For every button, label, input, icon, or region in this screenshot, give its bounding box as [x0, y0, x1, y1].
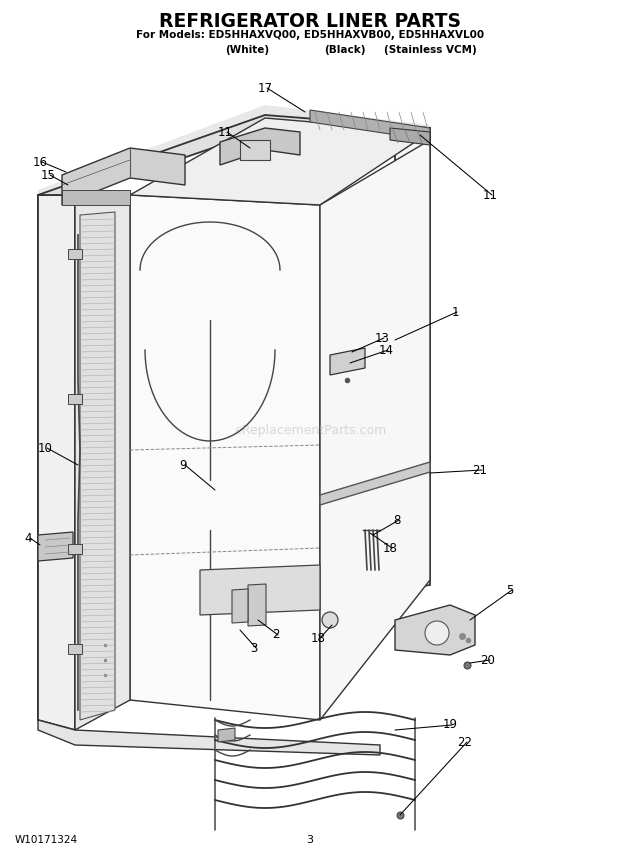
- Text: 3: 3: [250, 641, 258, 655]
- Text: 2: 2: [272, 628, 280, 641]
- Text: W10171324: W10171324: [15, 835, 78, 845]
- Polygon shape: [220, 128, 300, 165]
- Text: 20: 20: [480, 653, 495, 667]
- Circle shape: [322, 612, 338, 628]
- Text: 9: 9: [179, 459, 187, 472]
- Text: (White): (White): [225, 45, 269, 55]
- Text: (Stainless VCM): (Stainless VCM): [384, 45, 476, 55]
- Text: (Black): (Black): [324, 45, 366, 55]
- Text: 16: 16: [32, 156, 48, 169]
- Text: 17: 17: [257, 81, 273, 94]
- Text: 15: 15: [40, 169, 55, 181]
- Text: 11: 11: [482, 188, 497, 201]
- Polygon shape: [38, 115, 430, 195]
- Text: 11: 11: [218, 126, 232, 139]
- Text: 5: 5: [507, 584, 514, 597]
- Text: 4: 4: [24, 532, 32, 544]
- Polygon shape: [75, 195, 130, 730]
- Polygon shape: [395, 128, 430, 590]
- Text: 14: 14: [378, 343, 394, 356]
- Text: For Models: ED5HHAXVQ00, ED5HHAXVB00, ED5HHAXVL00: For Models: ED5HHAXVQ00, ED5HHAXVB00, ED…: [136, 30, 484, 40]
- Polygon shape: [390, 128, 430, 145]
- Polygon shape: [80, 212, 115, 720]
- Polygon shape: [130, 118, 430, 205]
- Text: 8: 8: [393, 514, 401, 526]
- Polygon shape: [38, 195, 75, 730]
- Circle shape: [425, 621, 449, 645]
- Text: 3: 3: [306, 835, 314, 845]
- Text: 19: 19: [443, 718, 458, 732]
- Bar: [68, 544, 82, 554]
- Text: 21: 21: [472, 463, 487, 477]
- Polygon shape: [310, 110, 430, 140]
- Polygon shape: [38, 720, 380, 755]
- Bar: [62, 190, 130, 205]
- Text: 10: 10: [38, 442, 53, 455]
- Text: 18: 18: [383, 542, 397, 555]
- Polygon shape: [62, 148, 185, 205]
- Text: 22: 22: [458, 735, 472, 748]
- Text: REFRIGERATOR LINER PARTS: REFRIGERATOR LINER PARTS: [159, 12, 461, 31]
- Bar: [68, 644, 82, 654]
- Bar: [240, 140, 270, 160]
- Text: 13: 13: [374, 331, 389, 344]
- Polygon shape: [38, 532, 73, 561]
- Polygon shape: [248, 584, 266, 626]
- Text: 1: 1: [451, 306, 459, 318]
- Polygon shape: [130, 195, 320, 720]
- Polygon shape: [330, 348, 365, 375]
- Polygon shape: [232, 589, 248, 623]
- Polygon shape: [38, 105, 430, 195]
- Text: 18: 18: [311, 632, 326, 645]
- Polygon shape: [320, 462, 430, 505]
- Polygon shape: [200, 565, 320, 615]
- Bar: [68, 394, 82, 404]
- Polygon shape: [395, 605, 475, 655]
- Polygon shape: [38, 195, 75, 730]
- Polygon shape: [218, 728, 235, 742]
- Bar: [68, 249, 82, 259]
- Polygon shape: [320, 140, 430, 720]
- Text: eReplacementParts.com: eReplacementParts.com: [234, 424, 386, 437]
